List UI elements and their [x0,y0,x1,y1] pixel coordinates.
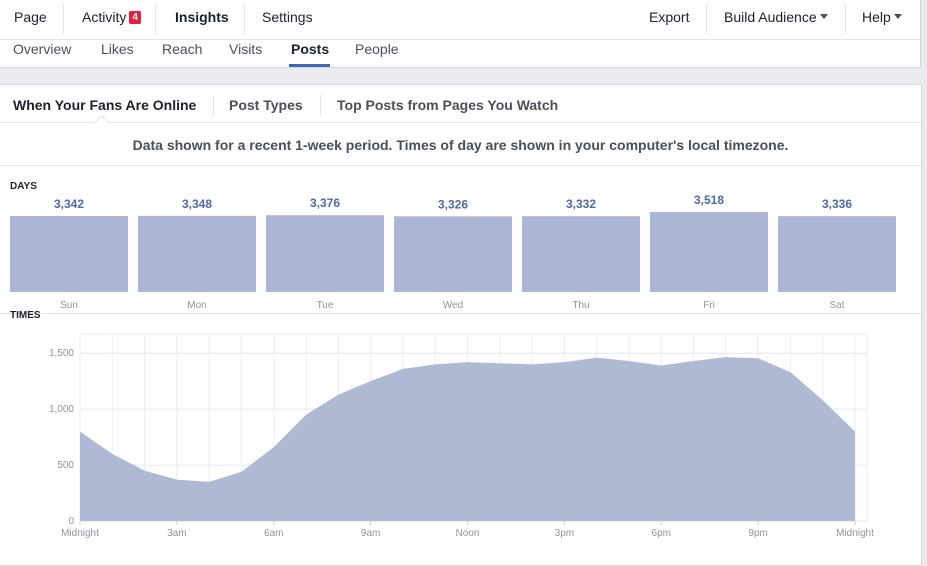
value-label: 3,336 [822,197,852,211]
x-tick-label: 9pm [748,528,767,539]
chart-title: TIMES [10,310,41,321]
nav-label[interactable]: Activity [82,9,127,25]
nav-item[interactable]: Insights [175,9,229,25]
separator [155,4,156,34]
x-tick-label: Wed [443,300,463,311]
nav-item[interactable]: Export [649,9,690,25]
nav-item[interactable]: Page [14,9,47,25]
x-tick-label: Midnight [61,528,99,539]
bar [10,216,128,292]
tab[interactable]: When Your Fans Are Online [13,97,197,113]
x-tick-label: 6pm [652,528,671,539]
separator [213,95,214,115]
value-label: 3,348 [182,197,212,211]
bar [778,216,896,292]
tab-pointer [94,114,110,130]
y-tick-label: 1,000 [49,404,74,415]
x-tick-label: Thu [572,300,589,311]
badge: 4 [129,11,141,24]
divider [0,313,921,314]
value-label: 3,518 [694,193,724,207]
notice: Data shown for a recent 1-week period. T… [132,137,789,153]
charts: DAYS 3,342 Sun 3,348 Mon 3,376 Tue 3,326 Wed 3,33… [10,181,896,539]
value-label: 3,326 [438,197,468,211]
sub-nav-item[interactable]: Reach [162,41,203,57]
separator [244,4,245,34]
x-tick-label: 6am [264,528,283,539]
y-tick-label: 500 [57,460,74,471]
area [80,357,855,521]
x-tick-label: 3am [167,528,186,539]
chart-title: DAYS [10,181,37,192]
x-tick-label: Noon [456,528,480,539]
sub-nav-item[interactable]: Likes [101,41,134,57]
bar [394,216,512,292]
nav-item[interactable]: Build Audience [724,9,828,25]
separator [320,95,321,115]
bar [266,215,384,292]
y-tick-label: 1,500 [49,348,74,359]
bar [650,212,768,292]
nav-item[interactable]: Settings [262,9,313,25]
value-label: 3,376 [310,196,340,210]
x-tick-label: 3pm [555,528,574,539]
x-tick-label: Fri [703,300,715,311]
divider [0,165,921,166]
nav-label[interactable]: Help [862,9,891,25]
caret [819,14,828,23]
separator [706,4,707,34]
divider [0,122,921,123]
nav-bar: Page Activity 4 Insights Settings Export … [0,0,920,40]
nav-item[interactable]: Help [862,9,902,25]
bar [522,216,640,292]
x-tick-label: Tue [317,300,334,311]
header: Page Activity 4 Insights Settings Export … [0,0,921,68]
nav-item[interactable]: Activity 4 [82,9,141,25]
value-label: 3,332 [566,197,596,211]
y-tick-label: 0 [68,516,74,527]
bar [138,215,256,292]
x-tick-label: Sun [60,300,78,311]
tab[interactable]: Post Types [229,97,303,113]
x-tick-label: Midnight [836,528,874,539]
sub-nav-item[interactable]: Posts [291,41,330,57]
tab[interactable]: Top Posts from Pages You Watch [337,97,559,113]
separator [63,4,64,34]
sub-nav-item[interactable]: Visits [229,41,263,57]
sub-nav-item[interactable]: People [355,41,399,57]
caret [893,14,902,23]
x-tick-label: Mon [187,300,206,311]
active-underline [289,64,330,67]
separator [845,4,846,34]
x-tick-label: Sat [829,300,844,311]
value-label: 3,342 [54,197,84,211]
sub-nav-item[interactable]: Overview [13,41,72,57]
nav-label[interactable]: Build Audience [724,9,817,25]
x-tick-label: 9am [361,528,380,539]
